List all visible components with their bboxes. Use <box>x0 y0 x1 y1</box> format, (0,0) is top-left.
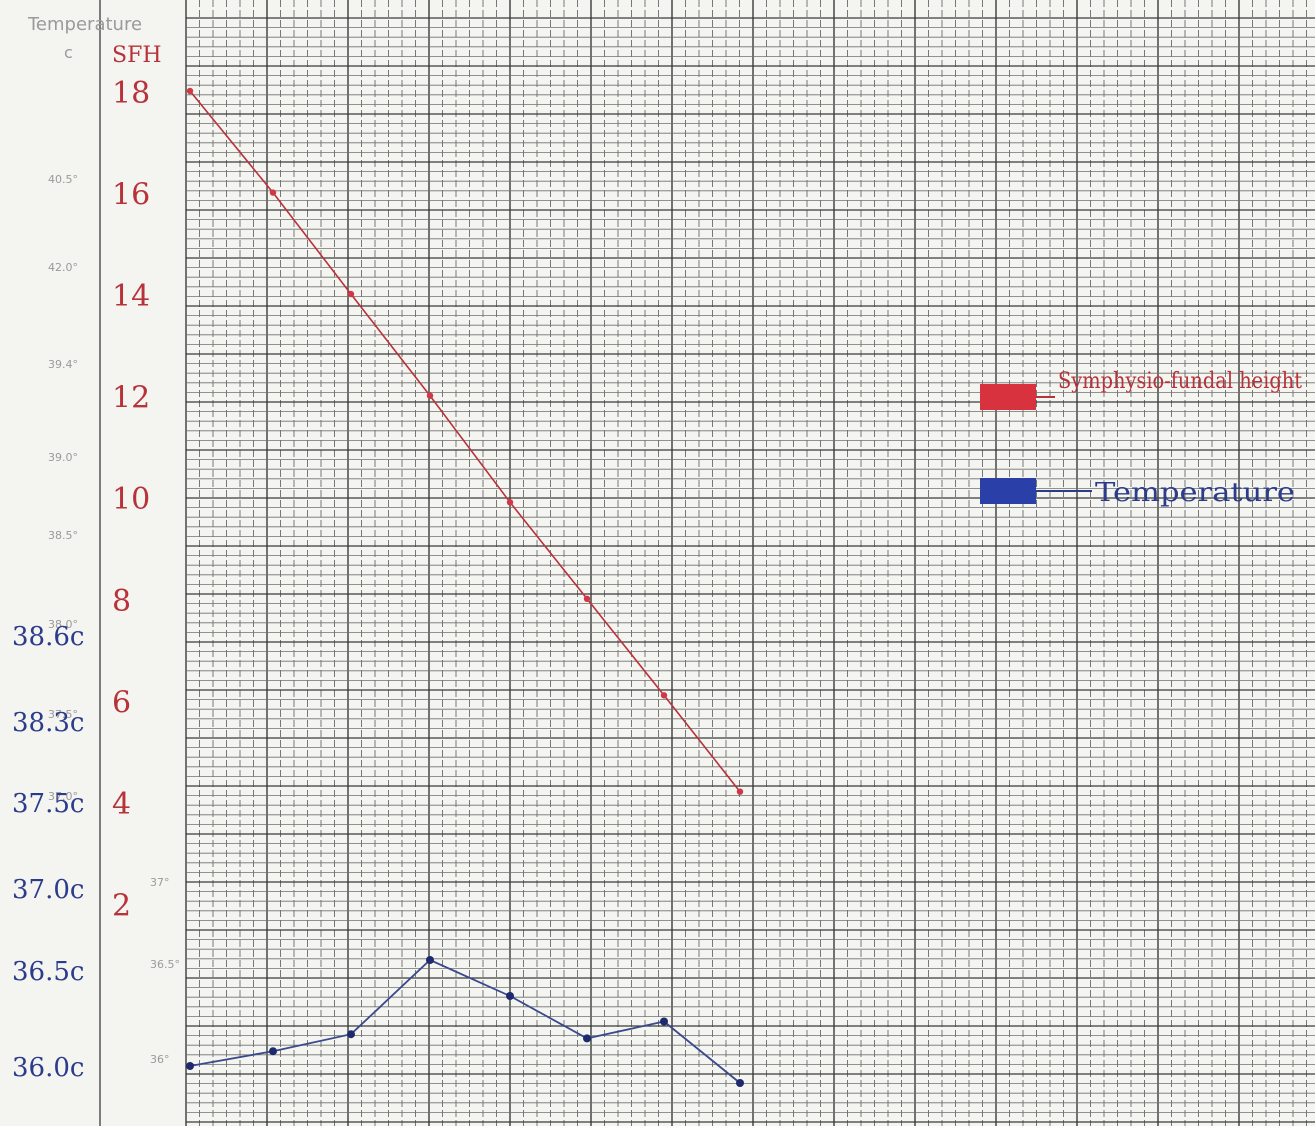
grid <box>185 0 1315 1126</box>
sfh-point <box>186 87 194 95</box>
printed-scale-label: 38.5° <box>48 529 78 542</box>
temperature-point <box>660 1017 668 1026</box>
legend: Symphysio-fundal height Temperature <box>980 369 1302 508</box>
printed-scale-label: 37.5° <box>48 708 78 721</box>
temperature-point <box>186 1062 194 1070</box>
temperature-point <box>347 1030 355 1039</box>
temperature-axis-label: 36.0c <box>12 1053 84 1083</box>
sfh-point <box>583 595 591 602</box>
temperature-point <box>736 1079 744 1087</box>
sfh-point <box>660 692 668 699</box>
sfh-tick-label: 12 <box>112 381 150 416</box>
sfh-tick-label: 18 <box>112 76 150 111</box>
printed-scale-label: 42.0° <box>48 261 78 274</box>
printed-scale-label: 37° <box>150 876 170 889</box>
sfh-axis-ticks: 18 16 14 12 10 8 6 4 2 <box>112 76 150 923</box>
printed-scale-label: 36.5° <box>150 958 180 971</box>
temperature-axis-labels: 38.6c 38.3c 37.5c 37.0c 36.5c 36.0c <box>12 622 84 1083</box>
sfh-tick-label: 2 <box>112 888 131 923</box>
temperature-axis-label: 38.3c <box>12 708 84 738</box>
legend-swatch-sfh <box>980 384 1036 410</box>
printed-scale-label: 40.5° <box>48 173 78 186</box>
legend-label-temperature: Temperature <box>1095 478 1295 508</box>
sfh-point <box>347 290 355 298</box>
sfh-tick-label: 14 <box>112 279 150 314</box>
sfh-tick-label: 6 <box>112 685 131 720</box>
printed-scale-label: 37.0° <box>48 790 78 803</box>
legend-label-sfh: Symphysio-fundal height <box>1058 369 1302 394</box>
temperature-axis-label: 36.5c <box>12 957 84 987</box>
sfh-point <box>269 189 277 196</box>
temperature-point <box>426 956 434 964</box>
series-markers <box>186 87 744 1087</box>
sfh-tick-label: 16 <box>112 178 150 213</box>
sfh-tick-label: 4 <box>112 787 131 822</box>
printed-scale-label: 39.0° <box>48 451 78 464</box>
sfh-series-line <box>189 90 741 793</box>
temperature-axis-label: 37.5c <box>12 789 84 819</box>
sfh-axis-title: SFH <box>112 43 162 68</box>
temperature-point <box>506 992 514 1000</box>
temperature-axis-label: 38.6c <box>12 622 84 652</box>
temperature-series-line <box>189 958 741 1084</box>
printed-scale-label: 38.0° <box>48 618 78 631</box>
printed-scale-label: 36° <box>150 1053 170 1066</box>
sfh-point <box>426 392 434 399</box>
temperature-axis-label: 37.0c <box>12 875 84 905</box>
printed-scale: 40.5° 42.0° 39.4° 39.0° 38.5° 38.0° 37.5° 37.0°… <box>48 173 180 1066</box>
printed-temperature-label: Temperature <box>27 14 142 35</box>
legend-swatch-temperature <box>980 478 1036 504</box>
sfh-tick-label: 8 <box>112 584 131 619</box>
printed-unit-label: c <box>64 43 73 62</box>
printed-scale-label: 39.4° <box>48 358 78 371</box>
temperature-point <box>583 1034 591 1043</box>
sfh-tick-label: 10 <box>112 482 150 517</box>
sfh-point <box>736 788 744 795</box>
sfh-point <box>506 499 514 506</box>
temperature-point <box>269 1047 277 1056</box>
series-lines <box>189 90 741 1084</box>
